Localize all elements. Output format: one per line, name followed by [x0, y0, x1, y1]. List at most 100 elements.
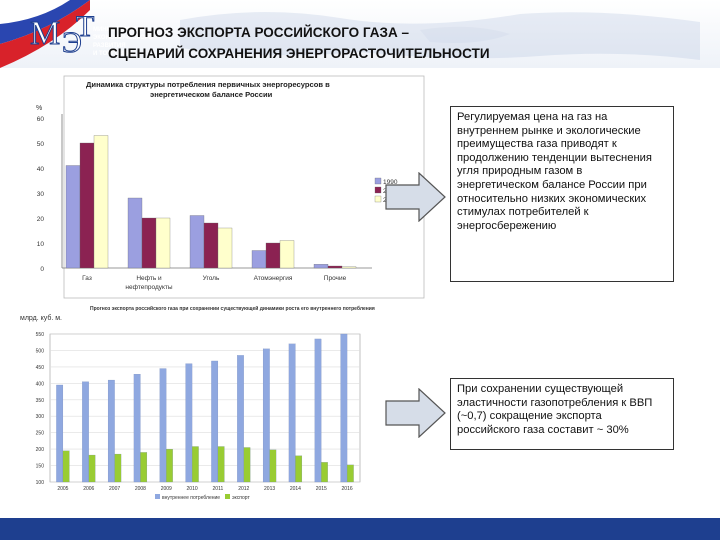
- x-tick-label: нефтепродукты: [125, 284, 172, 291]
- x-tick-label: 2009: [161, 486, 172, 492]
- chart-frame: [63, 75, 425, 299]
- policy-text-box: Регулируемая цена на газ на внутреннем р…: [450, 106, 674, 282]
- bar: [295, 455, 303, 483]
- legend-swatch: [374, 186, 382, 194]
- elasticity-text-box: При сохранении существующей эластичности…: [450, 378, 674, 450]
- y-tick-label: 40: [37, 166, 45, 173]
- chart-title: Прогноз экспорта российского газа при со…: [90, 305, 375, 312]
- y-tick-label: 150: [36, 464, 45, 470]
- bar: [166, 449, 173, 483]
- y-tick-label: 0: [40, 266, 44, 273]
- chart-title: Динамика структуры потребления первичных…: [86, 80, 330, 99]
- x-tick-label: 2012: [238, 486, 249, 492]
- x-tick-label: 2016: [342, 486, 353, 492]
- bar: [189, 215, 205, 269]
- bar: [279, 240, 295, 269]
- legend-swatch: [374, 195, 382, 203]
- footer-bar: [0, 518, 720, 540]
- y-tick-label: 250: [36, 431, 45, 437]
- bar: [314, 338, 322, 483]
- y-axis-label: млрд. куб. м.: [20, 314, 62, 322]
- y-tick-label: 200: [36, 447, 45, 453]
- ministry-line: МИНИСТЕРСТВО: [93, 27, 144, 33]
- bar: [93, 135, 109, 269]
- legend-label: внутреннее потребление: [162, 495, 220, 501]
- bar: [79, 142, 95, 269]
- bar: [203, 222, 219, 269]
- bar: [265, 242, 281, 269]
- legend-swatch: [225, 494, 230, 499]
- x-tick-label: Газ: [82, 275, 92, 282]
- y-tick-label: 100: [36, 480, 45, 486]
- y-axis-label: %: [36, 105, 42, 112]
- chart-title-line: Динамика структуры потребления первичных…: [86, 80, 330, 89]
- x-tick-label: 2011: [213, 486, 224, 492]
- bar: [217, 446, 225, 483]
- bar: [82, 381, 89, 483]
- y-tick-label: 500: [36, 348, 45, 354]
- bar: [288, 343, 296, 483]
- x-tick-label: 2010: [187, 486, 198, 492]
- bar: [237, 355, 244, 483]
- bar: [341, 266, 357, 269]
- right-arrow-icon: [385, 388, 446, 438]
- bar: [159, 368, 167, 483]
- bar: [340, 333, 348, 483]
- slide-title-line1: ПРОГНОЗ ЭКСПОРТА РОССИЙСКОГО ГАЗА –: [108, 25, 409, 40]
- bar: [217, 227, 233, 269]
- y-tick-label: 60: [37, 116, 45, 123]
- russian-flag-graphic: [0, 0, 90, 68]
- x-tick-label: 2007: [109, 486, 120, 492]
- bar: [313, 264, 329, 269]
- x-tick-label: 2015: [316, 486, 327, 492]
- x-tick-label: 2005: [57, 486, 68, 492]
- ministry-line: И ТОРГОВЛИ: [93, 51, 132, 57]
- bar: [62, 450, 70, 483]
- chart-title-line: энергетическом балансе России: [150, 90, 273, 99]
- bar: [211, 360, 219, 483]
- right-arrow-icon: [385, 172, 446, 222]
- bar: [140, 452, 148, 483]
- bar: [262, 348, 270, 483]
- bar: [243, 447, 251, 483]
- gas-export-forecast-chart: Прогноз экспорта российского газа при со…: [20, 305, 375, 501]
- y-tick-label: 400: [36, 381, 45, 387]
- y-tick-label: 300: [36, 414, 45, 420]
- bar: [133, 374, 141, 483]
- x-tick-label: Атомэнергия: [254, 275, 293, 282]
- legend-swatch: [374, 177, 382, 185]
- world-map-background: [180, 11, 700, 60]
- svg-text:М: М: [30, 15, 60, 52]
- bar: [327, 265, 343, 269]
- bar: [321, 462, 328, 483]
- x-tick-label: Нефть и: [136, 275, 162, 282]
- slide-title: ПРОГНОЗ ЭКСПОРТА РОССИЙСКОГО ГАЗА – СЦЕН…: [108, 22, 708, 64]
- bar: [56, 384, 64, 483]
- y-tick-label: 20: [37, 216, 45, 223]
- y-tick-label: 50: [37, 141, 45, 148]
- legend-swatch: [155, 494, 160, 499]
- legend-label: экспорт: [232, 495, 250, 501]
- y-tick-label: 350: [36, 398, 45, 404]
- slide-title-line2: СЦЕНАРИЙ СОХРАНЕНИЯ ЭНЕРГОРАСТОЧИТЕЛЬНОС…: [108, 46, 490, 61]
- bar: [191, 446, 199, 483]
- bar: [141, 217, 157, 269]
- x-tick-label: 2013: [264, 486, 275, 492]
- bar: [185, 363, 193, 483]
- x-tick-label: Уголь: [203, 275, 220, 282]
- ministry-line: ЭКОНОМИЧЕСКОГО РАЗВИТИЯ: [93, 35, 153, 49]
- bar: [155, 217, 171, 269]
- svg-text:Т: Т: [76, 10, 94, 43]
- y-tick-label: 450: [36, 365, 45, 371]
- chart-title-line: Прогноз экспорта российского газа при со…: [90, 305, 375, 312]
- y-tick-label: 550: [36, 332, 45, 338]
- legend-label: 1990: [383, 179, 398, 186]
- plot-area: [49, 333, 361, 483]
- x-tick-label: 2006: [83, 486, 94, 492]
- bar: [65, 165, 81, 269]
- x-tick-label: Прочие: [324, 275, 347, 282]
- bar: [251, 250, 267, 269]
- svg-text:Э: Э: [62, 26, 82, 56]
- bar: [269, 449, 277, 483]
- slide-header: М Э Т МИНИСТЕРСТВО ЭКОНОМИЧЕСКОГО РАЗВИТ…: [0, 0, 720, 68]
